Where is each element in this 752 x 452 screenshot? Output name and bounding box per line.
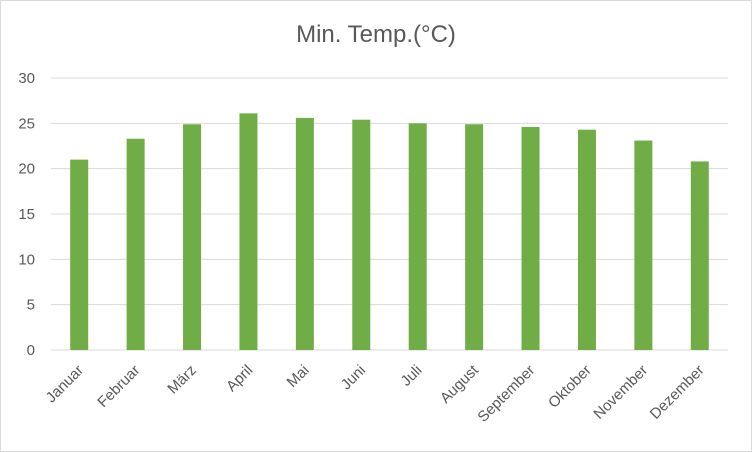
x-category-label: August [437, 361, 483, 407]
bar [352, 119, 371, 350]
bar [690, 161, 709, 350]
bar [634, 140, 653, 350]
x-category-label: April [223, 362, 256, 395]
x-category-label: Oktober [545, 362, 595, 412]
x-category-label: Juli [398, 362, 426, 390]
chart-title: Min. Temp.(°C) [296, 21, 456, 48]
y-tick-label: 0 [27, 342, 35, 359]
y-tick-label: 15 [18, 206, 35, 223]
x-category-label: März [164, 362, 200, 398]
x-category-label: Januar [43, 362, 87, 406]
bar [521, 126, 540, 351]
x-category-label: Juni [338, 362, 369, 393]
bar [239, 113, 258, 350]
bar [408, 123, 427, 350]
x-category-label: Februar [94, 362, 143, 411]
x-category-label: November [590, 362, 651, 423]
bar [183, 124, 202, 351]
x-category-label: Mai [284, 362, 313, 391]
bar [70, 159, 89, 350]
x-category-label: Dezember [647, 362, 708, 423]
y-tick-label: 25 [18, 115, 35, 132]
y-tick-label: 30 [18, 70, 35, 87]
x-category-label: September [474, 362, 538, 426]
bar [295, 117, 314, 350]
bar [465, 124, 484, 351]
y-tick-label: 10 [18, 251, 35, 268]
bar [577, 129, 596, 350]
y-tick-label: 5 [27, 297, 35, 314]
bar [126, 138, 145, 350]
y-tick-label: 20 [18, 161, 35, 178]
